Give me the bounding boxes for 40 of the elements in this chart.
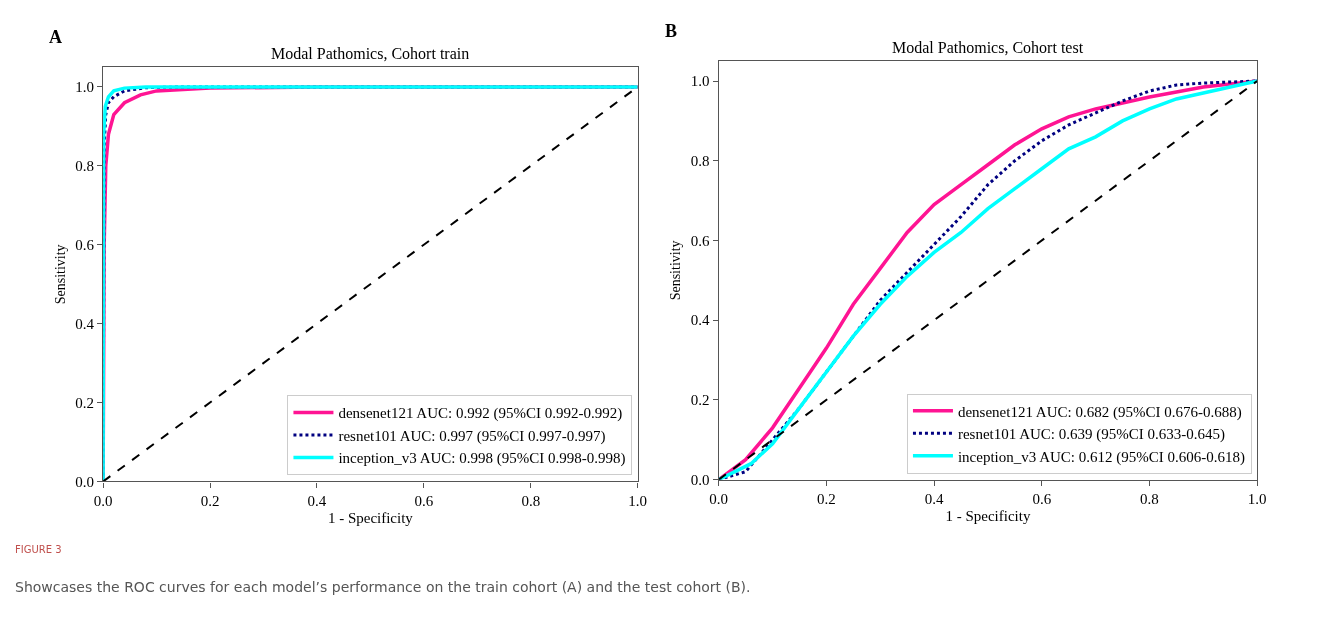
y-tick-label: 0.4	[75, 315, 95, 332]
x-tick-label: 0.8	[521, 492, 541, 509]
chart-title: Modal Pathomics, Cohort train	[271, 45, 470, 62]
text: 1.0	[628, 492, 648, 509]
y-tick-label: 0.8	[75, 158, 94, 175]
text: 0.0	[75, 473, 94, 490]
text: 0.0	[690, 471, 710, 488]
x-tick-label: 0.2	[200, 492, 220, 509]
y-tick-label: 0.6	[690, 232, 711, 249]
x-tick-label: 0.6	[1032, 490, 1052, 507]
text: 1.0	[690, 73, 710, 90]
x-tick-label: 0.2	[817, 490, 836, 507]
text: 0.0	[93, 492, 113, 509]
chart-title: Modal Pathomics, Cohort test	[892, 39, 1084, 56]
x-tick-label: 0.4	[307, 492, 327, 509]
legend-label: resnet101 AUC: 0.997 (95%CI 0.997-0.997)	[338, 427, 606, 445]
y-tick-label: 0.8	[690, 153, 710, 169]
y-axis-title: Sensitivity	[52, 244, 68, 305]
text: 0.0	[709, 490, 729, 507]
y-tick-label: 0.2	[75, 394, 94, 411]
x-tick-label: 0.6	[414, 492, 434, 509]
x-tick-label: 0.8	[1140, 490, 1159, 507]
text: B	[665, 21, 678, 41]
caption: FIGURE 3	[15, 544, 62, 555]
y-tick-label: 0.2	[690, 392, 710, 409]
legend-label: inception_v3 AUC: 0.998 (95%CI 0.998-0.998)	[338, 450, 626, 468]
text: 1.0	[1247, 490, 1267, 507]
legend-label: inception_v3 AUC: 0.612 (95%CI 0.606-0.618)	[957, 448, 1246, 466]
legend-label: resnet101 AUC: 0.639 (95%CI 0.633-0.645)	[957, 426, 1226, 444]
y-tick-label: 0.6	[75, 237, 95, 253]
text: 1.0	[75, 79, 94, 96]
text: Showcases the ROC curves for each model’s performance on the train cohort (A) and the test cohort (B).	[15, 579, 751, 595]
y-axis-title: Sensitivity	[668, 240, 684, 301]
legend-label: densenet121 AUC: 0.992 (95%CI 0.992-0.992)	[338, 405, 623, 423]
text: A	[49, 27, 62, 47]
legend-label: densenet121 AUC: 0.682 (95%CI 0.676-0.688)	[957, 403, 1242, 421]
x-tick-label: 0.4	[924, 490, 944, 507]
x-axis-title: 1 - Specificity	[327, 509, 414, 526]
y-tick-label: 0.4	[690, 312, 711, 329]
x-axis-title: 1 - Specificity	[945, 507, 1031, 524]
